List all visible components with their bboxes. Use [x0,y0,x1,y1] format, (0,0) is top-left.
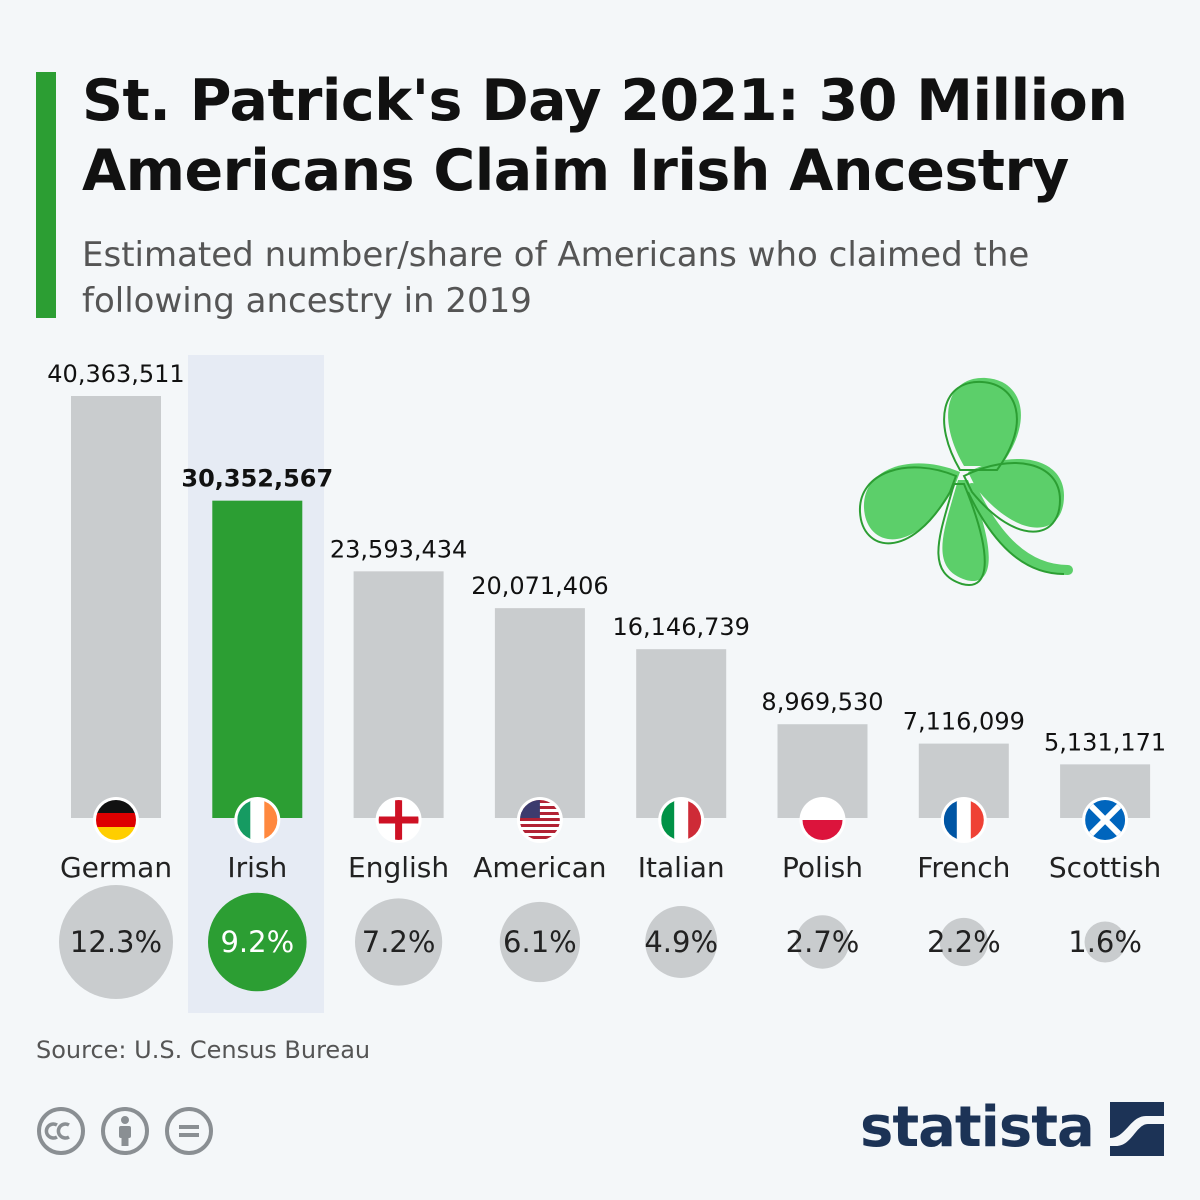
bar-group-american: 20,071,406 American 6.1% [471,572,609,983]
flag-fill [378,800,419,840]
bar [353,571,444,818]
category-label: English [348,851,449,884]
category-label: French [917,851,1010,884]
flag-part [688,800,702,840]
statista-brand: statista [860,1098,1168,1158]
bar-group-polish: 8,969,530 Polish 2.7% [761,688,884,969]
share-bubble [795,915,850,969]
no-derivatives-icon[interactable] [164,1106,214,1156]
share-bubble [59,885,173,999]
flag-fill [802,800,843,840]
share-bubble [499,901,581,983]
license-icons [36,1106,214,1156]
share-label: 2.7% [786,925,860,959]
share-label: 1.6% [1068,925,1142,959]
category-label: American [473,851,606,884]
share-label: 7.2% [362,925,436,959]
value-label: 8,969,530 [761,688,883,716]
flag-part [96,813,136,827]
category-label: Scottish [1049,851,1161,884]
bar [212,500,303,818]
category-label: Irish [227,851,287,884]
category-label: German [60,851,172,884]
bar-group-french: 7,116,099 French 2.2% [903,708,1025,967]
share-label: 4.9% [644,925,718,959]
value-label: 20,071,406 [471,572,608,600]
category-label: Polish [782,851,863,884]
share-bubble [354,898,443,986]
flag-part [802,800,843,820]
flag-part [1085,800,1126,840]
value-label: 40,363,511 [47,360,184,388]
value-label: 23,593,434 [330,535,467,563]
bar [71,396,161,818]
flag-part [378,816,419,824]
category-label: Italian [638,851,725,884]
bar-chart: 40,363,511 German 12.3% 30,352,567 Irish 9.2%… [47,360,1166,999]
share-bubble [208,892,307,992]
flag-fill [661,800,702,840]
bar-group-english: 23,593,434 English 7.2% [330,535,467,986]
chart-subtitle: Estimated number/share of Americans who … [82,235,1030,321]
bar-group-scottish: 5,131,171 Scottish 1.6% [1044,728,1166,963]
ireland-flag [234,797,281,843]
value-label: 30,352,567 [181,465,333,493]
value-label: 16,146,739 [612,613,749,641]
attribution-icon[interactable] [100,1106,150,1156]
source-note: Source: U.S. Census Bureau [36,1036,371,1064]
flag-part [519,824,560,827]
share-label: 2.2% [927,925,1001,959]
usa-flag [516,797,563,843]
share-label: 9.2% [220,925,294,959]
flag-part [970,800,984,840]
value-label: 5,131,171 [1044,728,1166,756]
flag-fill [237,800,278,840]
scotland-flag [1082,797,1129,843]
poland-flag [799,797,846,843]
italy-flag [658,797,705,843]
flag-part [519,818,560,821]
flag-fill [96,800,136,840]
flag-fill [1085,800,1126,840]
flag-fill [943,800,984,840]
share-bubble [645,906,718,978]
cc-icon[interactable] [36,1106,86,1156]
flag-part [96,827,136,840]
share-label: 12.3% [70,925,162,959]
value-label: 7,116,099 [903,708,1025,736]
statista-wordmark: statista [860,1095,1095,1160]
statista-logo-icon [1109,1102,1164,1156]
bar-group-italian: 16,146,739 Italian 4.9% [612,613,750,978]
flag-part [943,800,958,840]
shamrock-icon [858,377,1073,586]
chart-title: St. Patrick's Day 2021: 30 Million Ameri… [82,68,1128,204]
share-bubble [939,917,988,967]
england-flag [375,797,422,843]
bar [494,608,585,818]
flag-part [237,800,252,840]
title-accent-bar [36,72,56,318]
bar-group-irish: 30,352,567 Irish 9.2% [181,465,333,992]
flag-part [519,836,560,839]
flag-part [250,800,265,840]
flag-part [956,800,971,840]
bar [636,649,727,818]
share-bubble [1084,921,1126,963]
flag-part [264,800,278,840]
bar-group-german: 40,363,511 German 12.3% [47,360,185,999]
flag-part [661,800,676,840]
flag-part [519,830,560,833]
share-label: 6.1% [503,925,577,959]
flag-part [674,800,689,840]
germany-flag [93,797,139,843]
flag-part [802,820,843,840]
france-flag [940,797,987,843]
flag-part [96,800,136,814]
